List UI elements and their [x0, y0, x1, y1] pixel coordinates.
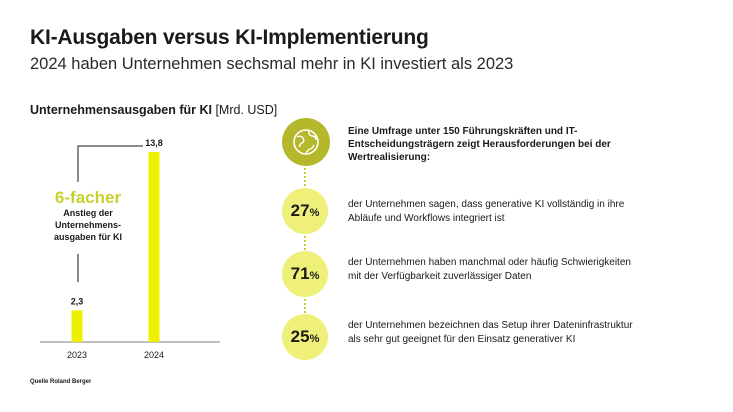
chart-label-unit: [Mrd. USD]	[211, 103, 278, 117]
connector-dots	[304, 236, 306, 250]
bar-chart: 2,3 2023 13,8 2024	[40, 138, 220, 360]
survey-intro: Eine Umfrage unter 150 Führungskräften u…	[348, 126, 611, 163]
callout-bracket	[77, 145, 143, 182]
stat-circle-1: 27%	[282, 188, 328, 234]
stat-circle-3: 25%	[282, 314, 328, 360]
page-title: KI-Ausgaben versus KI-Implementierung	[30, 26, 429, 49]
source-note: Quelle Roland Berger	[30, 379, 92, 385]
stat-circle-2: 71%	[282, 251, 328, 297]
bar-value-label: 13,8	[145, 138, 163, 148]
connector-dots	[304, 168, 306, 186]
stat-value-1: 27%	[290, 201, 320, 220]
chart-label-text: Unternehmensausgaben für KI	[30, 103, 212, 117]
stat-value-2: 71%	[290, 264, 320, 283]
stat-value-3: 25%	[290, 327, 320, 346]
bar-2023	[71, 310, 83, 342]
globe-icon	[282, 118, 330, 166]
chart-label: Unternehmensausgaben für KI [Mrd. USD]	[30, 103, 277, 117]
x-tick-label: 2024	[144, 350, 164, 360]
stat-text-2: der Unternehmen haben manchmal oder häuf…	[348, 257, 631, 282]
bar-value-label: 2,3	[71, 296, 84, 306]
bar-2024	[148, 152, 160, 342]
callout-headline: 6-facher	[54, 188, 122, 207]
callout-text: Anstieg der Unternehmens-ausgaben für KI	[53, 208, 122, 242]
connector-dots	[304, 299, 306, 313]
page-subtitle: 2024 haben Unternehmen sechsmal mehr in …	[30, 55, 514, 73]
x-tick-label: 2023	[67, 350, 87, 360]
stat-text-1: der Unternehmen sagen, dass generative K…	[348, 199, 625, 224]
stat-text-3: der Unternehmen bezeichnen das Setup ihr…	[348, 320, 633, 345]
